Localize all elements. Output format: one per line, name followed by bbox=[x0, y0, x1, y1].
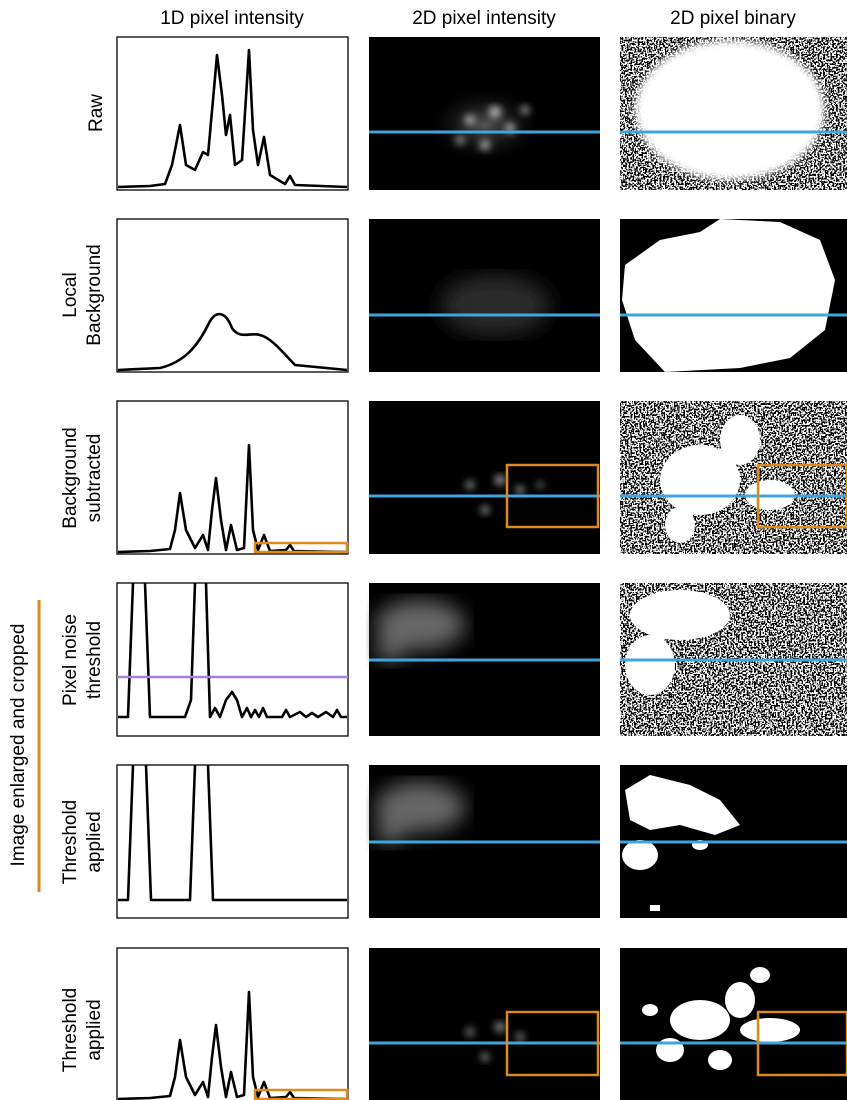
column-header: 2D pixel binary bbox=[670, 8, 796, 29]
row-label: applied bbox=[84, 811, 105, 872]
binary-panels bbox=[620, 37, 847, 1100]
row-label: threshold bbox=[84, 621, 105, 699]
intensity-panels bbox=[369, 37, 600, 1100]
row-label: Threshold bbox=[60, 800, 81, 885]
column-header: 1D pixel intensity bbox=[160, 8, 304, 29]
row-label: Background bbox=[60, 427, 81, 528]
row-label: Local bbox=[60, 272, 81, 317]
row-label: applied bbox=[84, 999, 105, 1060]
row-label: Raw bbox=[86, 94, 107, 132]
column-header: 2D pixel intensity bbox=[412, 8, 556, 29]
row-label: Background bbox=[84, 244, 105, 345]
profile-panels bbox=[116, 36, 349, 1100]
row-label: Pixel noise bbox=[60, 614, 81, 706]
row-label: subtracted bbox=[84, 434, 105, 523]
side-label: Image enlarged and cropped bbox=[8, 624, 29, 867]
row-label: Threshold bbox=[60, 988, 81, 1073]
